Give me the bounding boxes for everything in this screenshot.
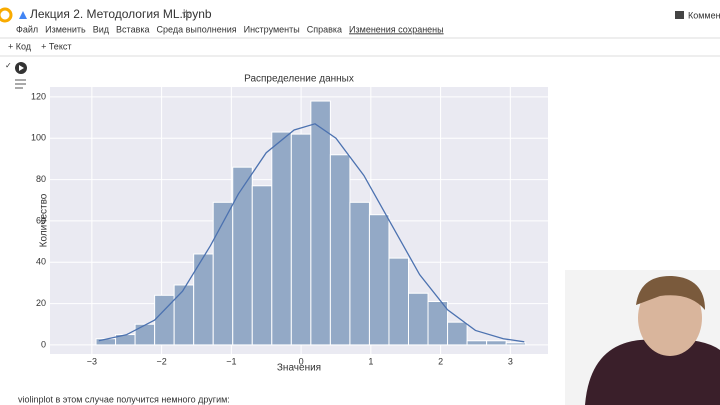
y-tick-label: 40 [36, 257, 46, 267]
comment[interactable]: Коммент [688, 10, 720, 20]
webcam [565, 270, 720, 405]
x-tick-label: 3 [508, 356, 513, 366]
person-hair [636, 275, 705, 310]
x-tick-label: −1 [226, 356, 236, 366]
menu-item[interactable]: Инструменты [244, 24, 300, 34]
toolbar-button[interactable]: + Текст [41, 41, 71, 51]
notebook-title[interactable]: Лекция 2. Методология ML.ipynb [30, 7, 212, 21]
star[interactable]: ☆ [181, 7, 192, 21]
cell-text: violinplot в этом случае получится немно… [18, 394, 230, 404]
menu-item[interactable]: Среда выполнения [157, 24, 237, 34]
x-tick-label: 2 [438, 356, 443, 366]
bar [447, 321, 468, 346]
bar [134, 323, 156, 346]
y-tick-label: 0 [41, 339, 46, 349]
bar [329, 154, 351, 346]
bar [251, 185, 273, 346]
comment-icon[interactable] [675, 11, 684, 19]
bar [271, 131, 292, 346]
menu-item[interactable]: Файл [16, 24, 38, 34]
y-tick-label: 20 [36, 298, 46, 308]
menu-item[interactable]: Изменить [45, 24, 86, 34]
y-tick-label: 80 [36, 174, 46, 184]
bar [290, 133, 312, 346]
drive-icon[interactable] [19, 11, 27, 19]
output-icon[interactable] [15, 79, 26, 89]
bar [173, 284, 195, 346]
bar [408, 292, 429, 346]
bar [368, 214, 390, 346]
colab-logo[interactable] [0, 7, 13, 23]
bar [349, 201, 370, 346]
menu-item[interactable]: Вставка [116, 24, 149, 34]
toolbar-button[interactable]: + Код [8, 41, 32, 51]
person-body [585, 338, 720, 405]
bar [310, 100, 331, 346]
bar [505, 342, 527, 346]
x-tick-label: 1 [368, 356, 373, 366]
menu-item[interactable]: Справка [307, 24, 342, 34]
chart-title: Распределение данных [244, 74, 354, 85]
x-tick-label: 0 [299, 356, 304, 366]
kde-line [98, 123, 525, 343]
y-tick-label: 60 [36, 215, 46, 225]
y-axis-label: Количество [39, 193, 50, 247]
x-axis-label: Значения [277, 363, 321, 374]
check: ✓ [5, 61, 12, 70]
bar [486, 340, 507, 346]
bar [388, 257, 410, 346]
person-face [638, 280, 702, 356]
x-tick-label: −3 [87, 356, 97, 366]
bar [466, 340, 488, 346]
save-status[interactable]: Изменения сохранены [349, 24, 444, 34]
x-tick-label: −2 [156, 356, 166, 366]
bar [427, 301, 449, 346]
run-icon [19, 65, 24, 71]
bar [232, 166, 253, 346]
y-tick-label: 120 [31, 91, 46, 101]
menu-item[interactable]: Вид [93, 24, 110, 34]
y-tick-label: 100 [31, 133, 46, 143]
